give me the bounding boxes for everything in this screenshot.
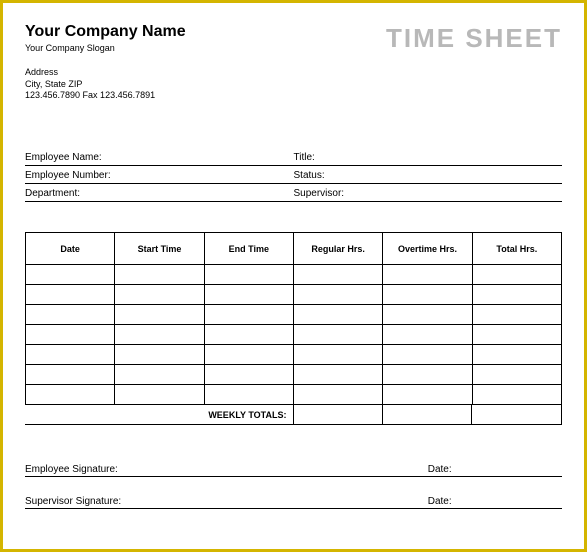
employee-signature-row: Employee Signature: Date: bbox=[25, 459, 562, 477]
supervisor-signature-row: Supervisor Signature: Date: bbox=[25, 491, 562, 509]
table-cell bbox=[293, 305, 382, 325]
table-cell bbox=[204, 325, 293, 345]
table-cell bbox=[204, 265, 293, 285]
table-cell bbox=[383, 385, 472, 405]
company-name: Your Company Name bbox=[25, 23, 186, 41]
totals-regular bbox=[294, 405, 383, 425]
employee-name-label: Employee Name: bbox=[25, 152, 294, 163]
table-cell bbox=[472, 285, 561, 305]
table-row bbox=[26, 325, 562, 345]
department-label: Department: bbox=[25, 188, 294, 199]
employee-info-section: Employee Name: Title: Employee Number: S… bbox=[25, 148, 562, 202]
table-cell bbox=[472, 345, 561, 365]
table-cell bbox=[204, 285, 293, 305]
timesheet-page: Your Company Name Your Company Slogan Ad… bbox=[0, 0, 587, 552]
phone-fax: 123.456.7890 Fax 123.456.7891 bbox=[25, 90, 186, 102]
table-cell bbox=[204, 305, 293, 325]
address-block: Address City, State ZIP 123.456.7890 Fax… bbox=[25, 67, 186, 102]
table-cell bbox=[26, 365, 115, 385]
info-row-3: Department: Supervisor: bbox=[25, 184, 562, 202]
col-total: Total Hrs. bbox=[472, 233, 561, 265]
table-cell bbox=[383, 285, 472, 305]
col-end: End Time bbox=[204, 233, 293, 265]
info-row-1: Employee Name: Title: bbox=[25, 148, 562, 166]
table-cell bbox=[26, 265, 115, 285]
supervisor-signature-label: Supervisor Signature: bbox=[25, 496, 428, 507]
table-cell bbox=[115, 345, 204, 365]
table-cell bbox=[293, 385, 382, 405]
company-slogan: Your Company Slogan bbox=[25, 43, 186, 53]
table-cell bbox=[472, 305, 561, 325]
table-row bbox=[26, 265, 562, 285]
table-cell bbox=[115, 305, 204, 325]
table-row bbox=[26, 285, 562, 305]
table-cell bbox=[383, 265, 472, 285]
timesheet-table-wrap: Date Start Time End Time Regular Hrs. Ov… bbox=[25, 232, 562, 425]
table-cell bbox=[383, 345, 472, 365]
table-cell bbox=[115, 265, 204, 285]
table-cell bbox=[115, 285, 204, 305]
table-cell bbox=[472, 385, 561, 405]
status-label: Status: bbox=[294, 170, 563, 181]
timesheet-table: Date Start Time End Time Regular Hrs. Ov… bbox=[25, 232, 562, 405]
table-cell bbox=[26, 345, 115, 365]
table-cell bbox=[293, 345, 382, 365]
table-cell bbox=[204, 345, 293, 365]
totals-overtime bbox=[383, 405, 472, 425]
table-cell bbox=[383, 325, 472, 345]
company-block: Your Company Name Your Company Slogan Ad… bbox=[25, 23, 186, 102]
table-cell bbox=[115, 365, 204, 385]
table-cell bbox=[26, 305, 115, 325]
table-row bbox=[26, 365, 562, 385]
table-row bbox=[26, 305, 562, 325]
table-cell bbox=[383, 305, 472, 325]
table-cell bbox=[472, 265, 561, 285]
address-line2: City, State ZIP bbox=[25, 79, 186, 91]
address-line1: Address bbox=[25, 67, 186, 79]
table-cell bbox=[472, 325, 561, 345]
table-cell bbox=[293, 365, 382, 385]
employee-signature-label: Employee Signature: bbox=[25, 464, 428, 475]
supervisor-label: Supervisor: bbox=[294, 188, 563, 199]
employee-number-label: Employee Number: bbox=[25, 170, 294, 181]
table-cell bbox=[472, 365, 561, 385]
table-cell bbox=[204, 365, 293, 385]
table-cell bbox=[115, 385, 204, 405]
table-cell bbox=[383, 365, 472, 385]
header-row: Your Company Name Your Company Slogan Ad… bbox=[25, 23, 562, 102]
employee-signature-date-label: Date: bbox=[428, 464, 562, 475]
col-regular: Regular Hrs. bbox=[293, 233, 382, 265]
table-row bbox=[26, 345, 562, 365]
table-row bbox=[26, 385, 562, 405]
table-cell bbox=[115, 325, 204, 345]
weekly-totals-label: WEEKLY TOTALS: bbox=[25, 405, 294, 425]
table-cell bbox=[26, 385, 115, 405]
col-date: Date bbox=[26, 233, 115, 265]
signature-section: Employee Signature: Date: Supervisor Sig… bbox=[25, 459, 562, 509]
supervisor-signature-date-label: Date: bbox=[428, 496, 562, 507]
info-row-2: Employee Number: Status: bbox=[25, 166, 562, 184]
document-title: TIME SHEET bbox=[386, 23, 562, 54]
table-cell bbox=[293, 285, 382, 305]
title-label: Title: bbox=[294, 152, 563, 163]
col-overtime: Overtime Hrs. bbox=[383, 233, 472, 265]
table-cell bbox=[293, 325, 382, 345]
table-header-row: Date Start Time End Time Regular Hrs. Ov… bbox=[26, 233, 562, 265]
totals-total bbox=[472, 405, 561, 425]
col-start: Start Time bbox=[115, 233, 204, 265]
table-cell bbox=[204, 385, 293, 405]
table-cell bbox=[26, 325, 115, 345]
table-cell bbox=[293, 265, 382, 285]
table-cell bbox=[26, 285, 115, 305]
weekly-totals-row: WEEKLY TOTALS: bbox=[25, 405, 562, 425]
